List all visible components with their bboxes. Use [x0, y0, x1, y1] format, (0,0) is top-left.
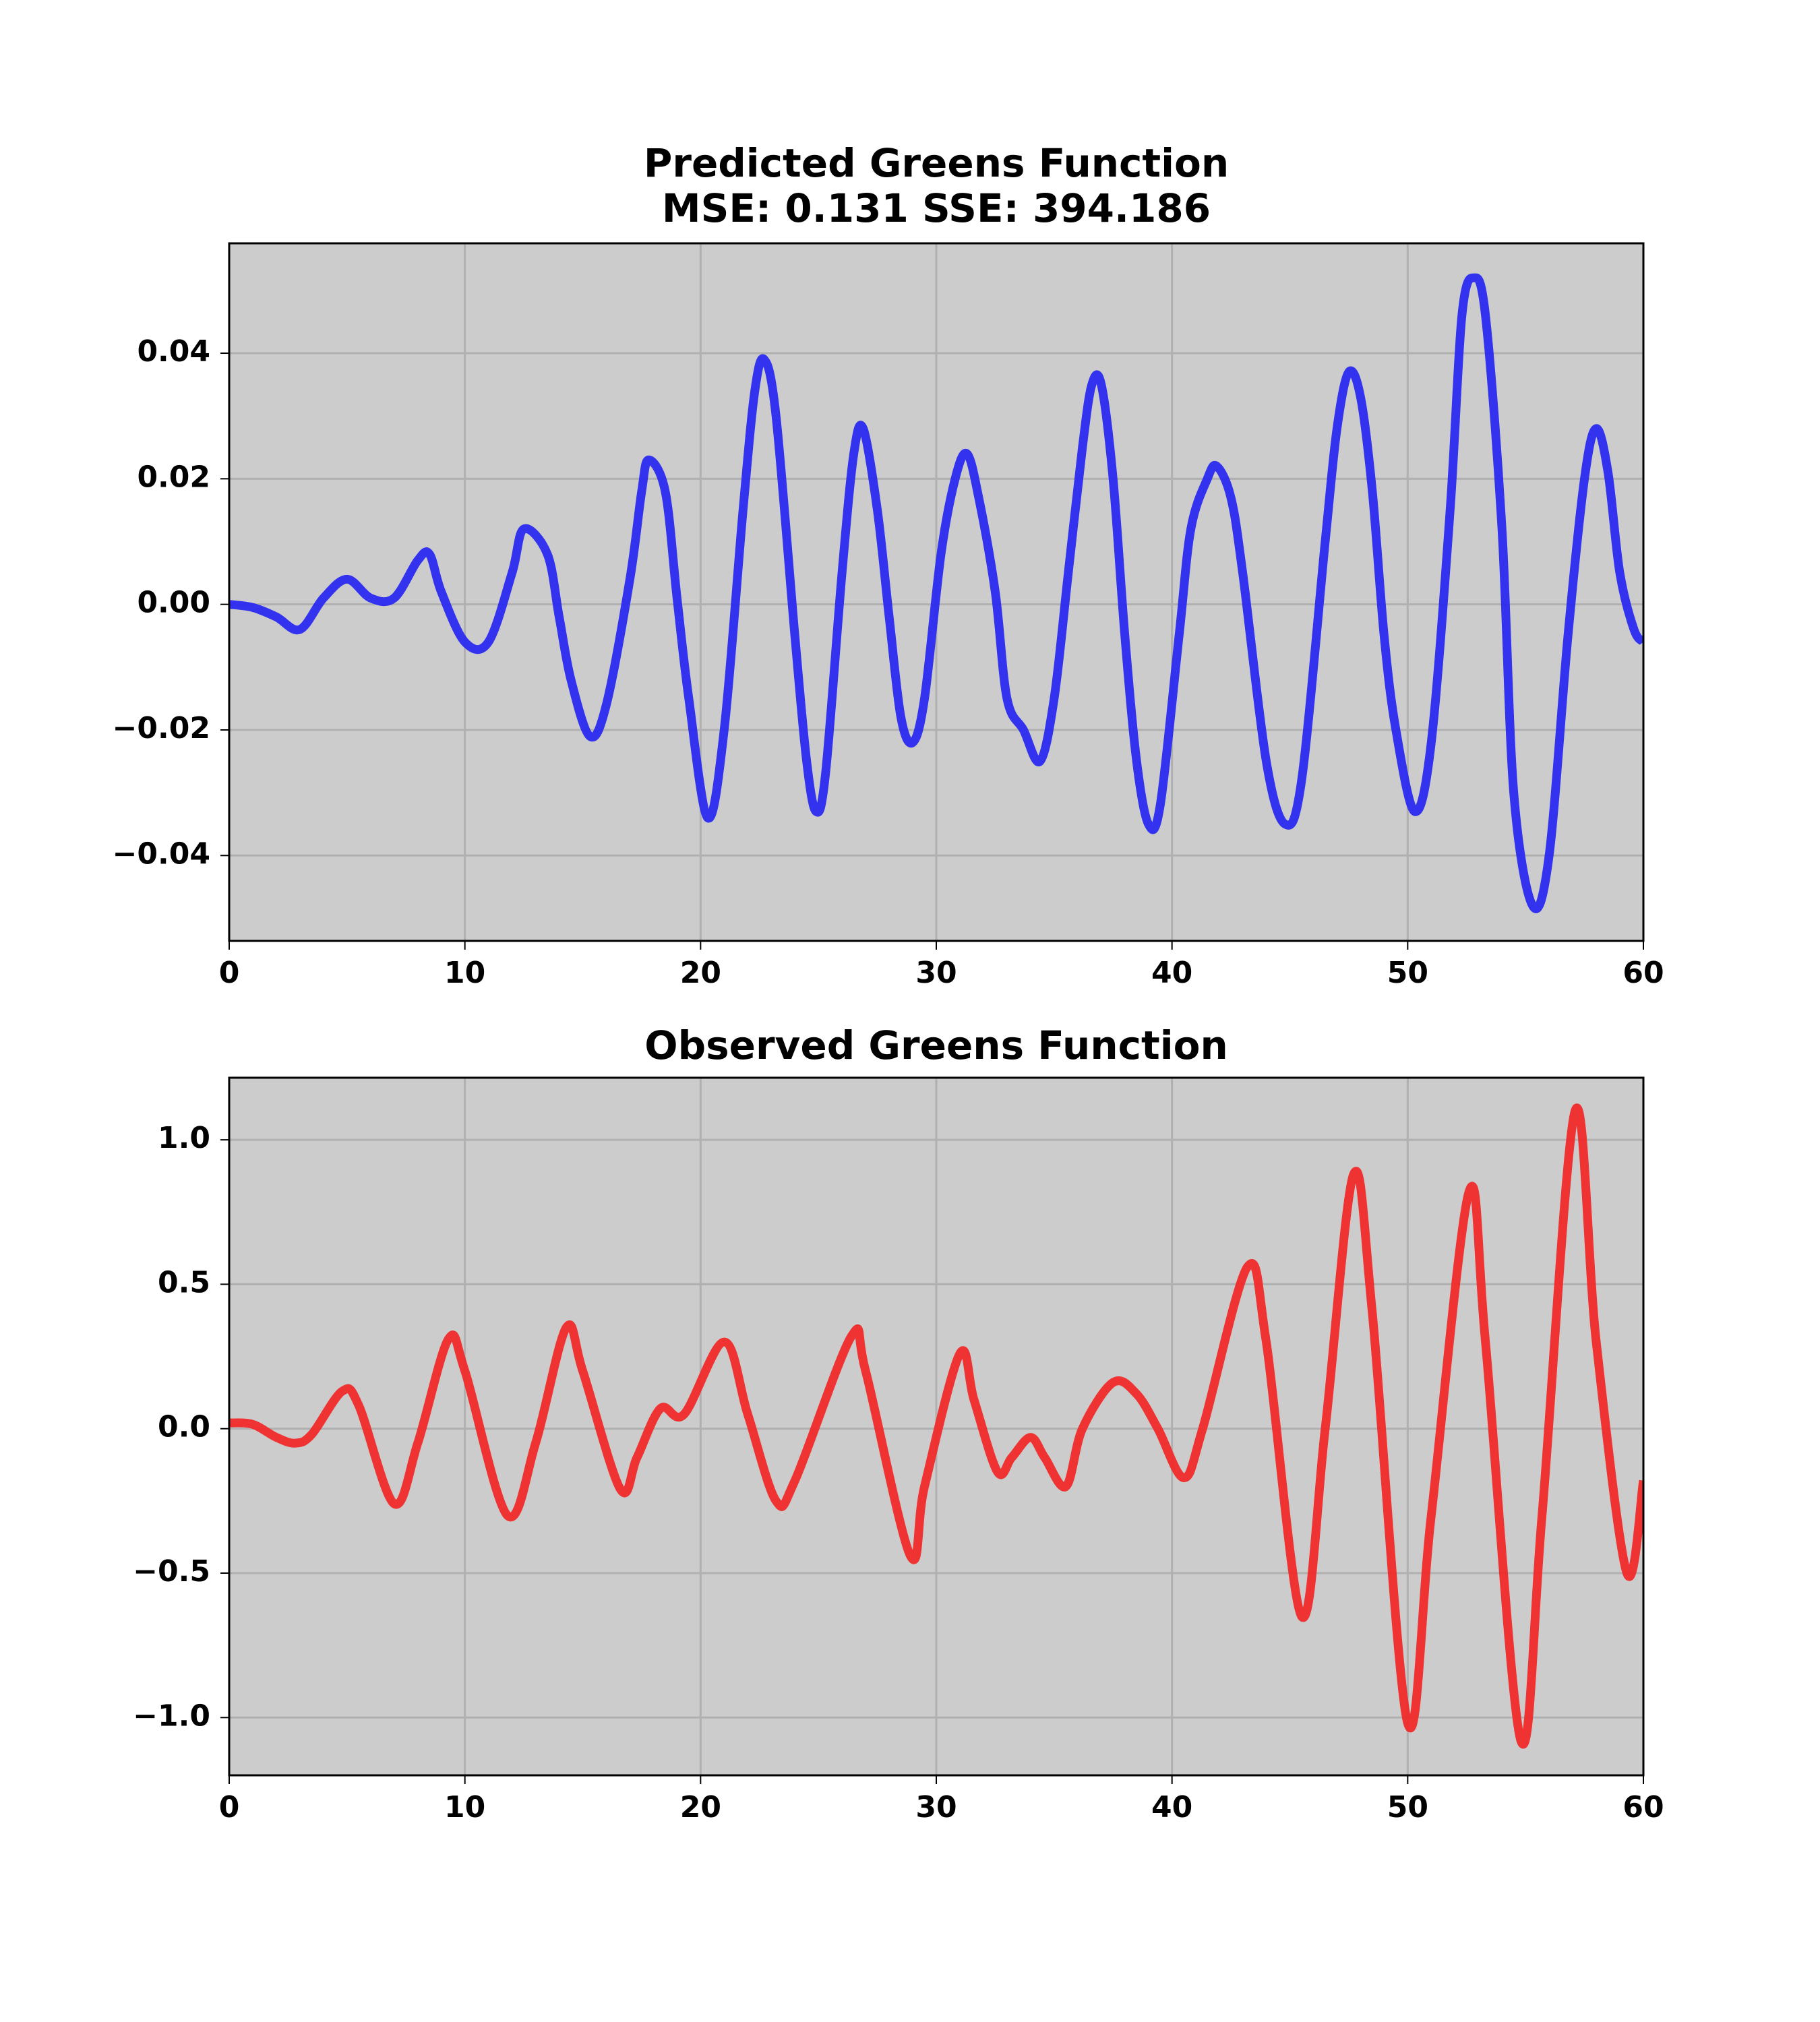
- y-tick-label: −1.0: [133, 1698, 210, 1733]
- y-tick-label: 0.00: [137, 586, 210, 620]
- x-tick-label: 60: [1622, 956, 1664, 990]
- chart-subtitle: MSE: 0.131 SSE: 394.186: [662, 185, 1211, 231]
- y-tick-label: 0.02: [137, 460, 210, 494]
- x-tick-label: 30: [915, 1790, 957, 1825]
- x-tick-label: 50: [1387, 1790, 1428, 1825]
- x-tick-label: 60: [1622, 1790, 1664, 1825]
- x-tick-label: 10: [444, 1790, 485, 1825]
- y-tick-label: 1.0: [158, 1121, 210, 1155]
- y-tick-label: −0.04: [113, 836, 210, 871]
- y-tick-label: 0.04: [137, 334, 210, 369]
- x-tick-label: 40: [1151, 1790, 1192, 1825]
- x-tick-label: 0: [219, 1790, 240, 1825]
- plot-frame: [228, 242, 1645, 942]
- chart-title: Predicted Greens Function: [644, 140, 1229, 186]
- x-tick-label: 20: [680, 956, 721, 990]
- y-tick-label: −0.5: [133, 1554, 210, 1589]
- y-tick-label: 0.5: [158, 1265, 210, 1299]
- x-tick-label: 0: [219, 956, 240, 990]
- x-tick-label: 40: [1151, 956, 1192, 990]
- y-tick-label: −0.02: [113, 711, 210, 745]
- chart-title: Observed Greens Function: [644, 1022, 1227, 1068]
- plot-frame: [228, 1076, 1645, 1777]
- x-tick-label: 50: [1387, 956, 1428, 990]
- y-tick-label: 0.0: [158, 1410, 210, 1444]
- x-tick-label: 10: [444, 956, 485, 990]
- x-tick-label: 30: [915, 956, 957, 990]
- series-line: [229, 1103, 1643, 1749]
- x-tick-label: 20: [680, 1790, 721, 1825]
- series-line: [229, 273, 1643, 913]
